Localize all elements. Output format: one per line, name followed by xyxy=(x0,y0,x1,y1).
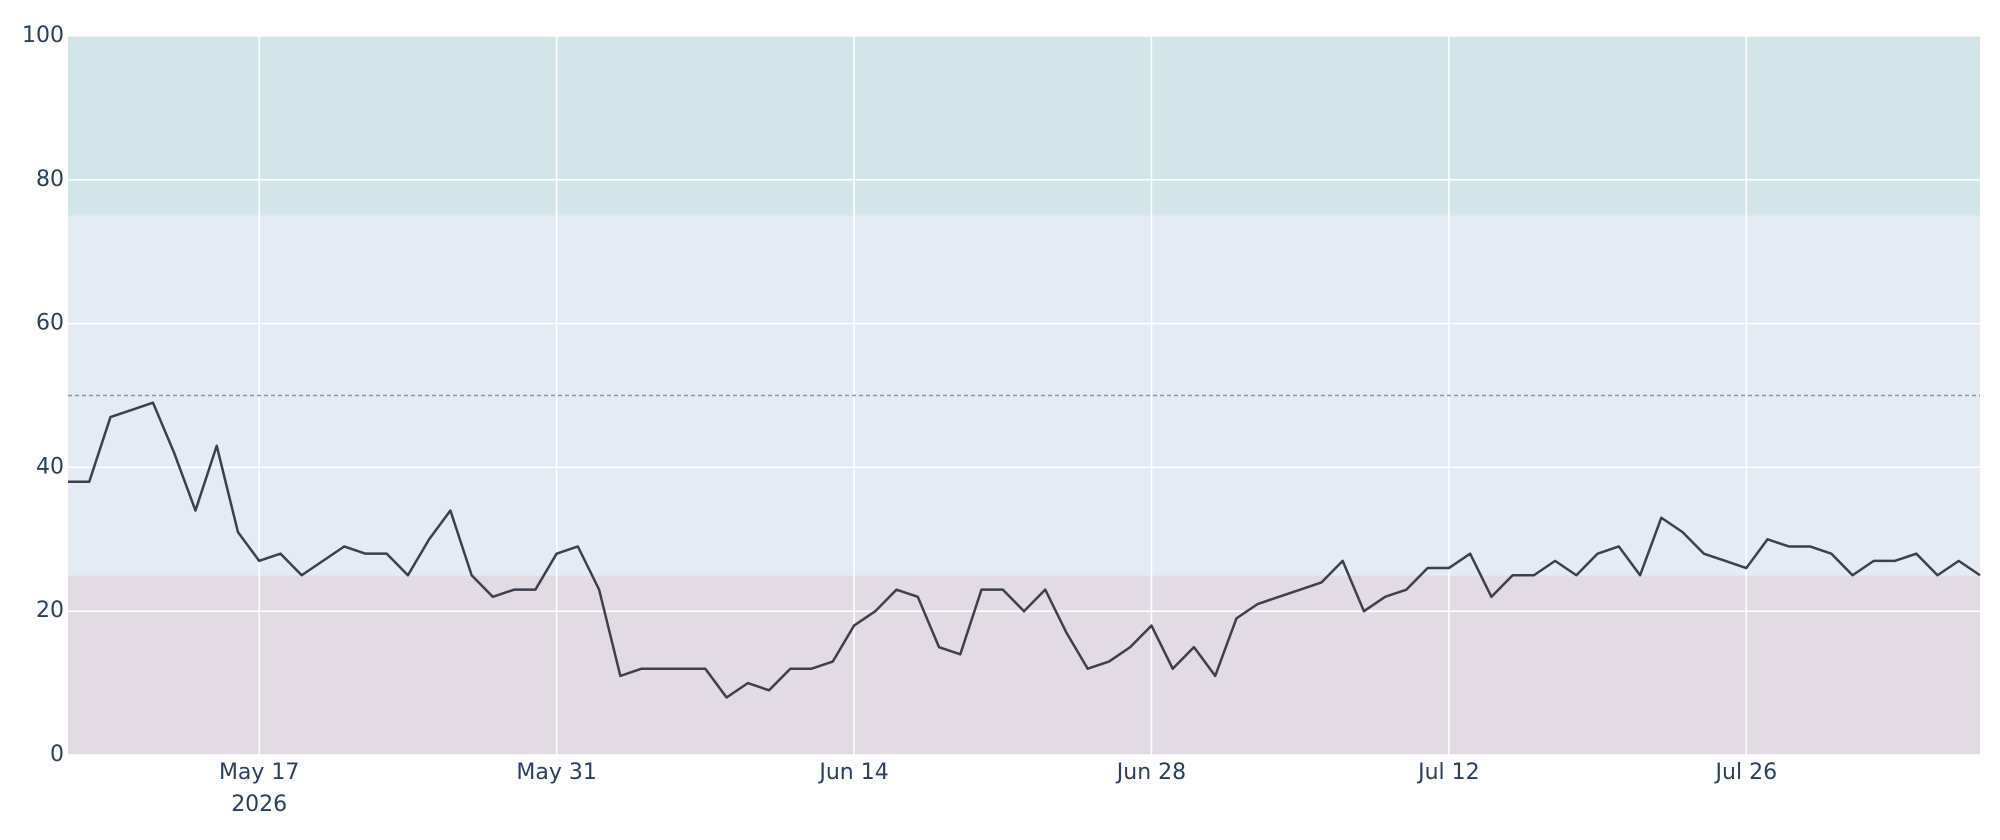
line xyxy=(68,401,1981,699)
y-tick-label: 60 xyxy=(36,311,64,336)
x-tick-label: Jul 12 xyxy=(1416,760,1480,785)
y-tick-label: 20 xyxy=(36,598,64,623)
y-tick-label: 40 xyxy=(36,454,64,479)
x-tick-label: Jul 26 xyxy=(1714,760,1778,785)
y-tick-label: 80 xyxy=(36,167,64,192)
y-tick-label: 0 xyxy=(50,742,64,767)
y-tick-label: 100 xyxy=(22,23,64,48)
band xyxy=(68,36,1980,216)
band xyxy=(68,575,1980,755)
x-tick-label: May 31 xyxy=(516,760,596,785)
x-tick-label: Jun 14 xyxy=(817,760,888,785)
x-tick-label: Jun 28 xyxy=(1115,760,1186,785)
x-year-label: 2026 xyxy=(231,792,287,817)
x-tick-label: May 17 xyxy=(219,760,299,785)
